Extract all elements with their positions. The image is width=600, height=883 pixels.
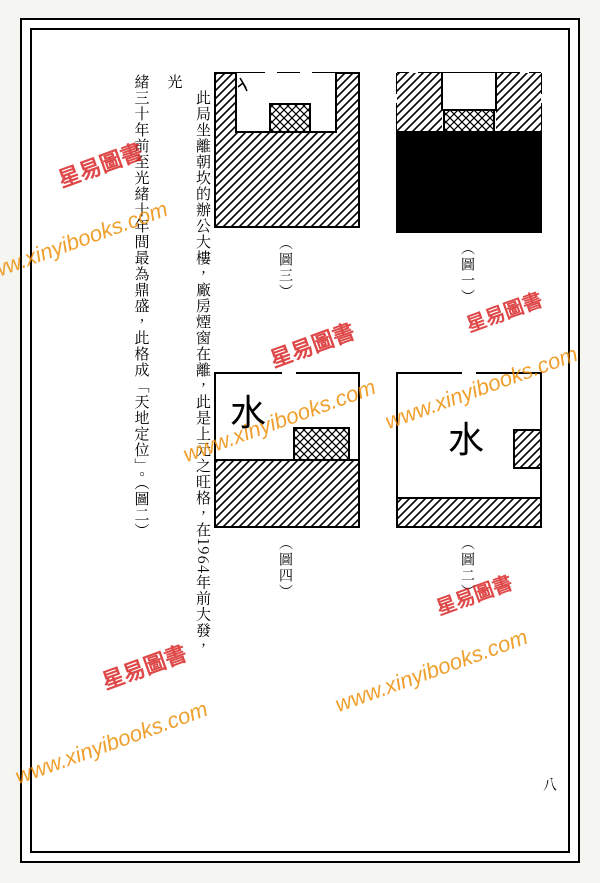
figure-2-svg: 水 <box>394 370 544 530</box>
figure-grid: （圖一） 水 （圖二） <box>212 70 550 630</box>
scan-page: 此局坐離朝坎的辦公大樓，廠房煙窗在離，此是上元之旺格，在1964年前大發，光 緒… <box>20 18 580 863</box>
page-number: 八 <box>540 777 560 791</box>
figure-4: 水 （圖四） <box>212 370 362 600</box>
figure-4-svg: 水 <box>212 370 362 530</box>
figure-4-caption: （圖四） <box>276 536 296 600</box>
figure-3: （圖三） <box>212 70 362 300</box>
figure-2-caption: （圖二） <box>458 536 478 600</box>
body-text-col-2: 緒三十年前至光緒十年間最為鼎盛，此格成「天地定位」。（圖二） <box>127 74 156 664</box>
figure-1-svg <box>394 70 544 235</box>
figure-3-caption: （圖三） <box>276 236 296 300</box>
figure-1: （圖一） <box>394 70 544 305</box>
figure-2: 水 （圖二） <box>394 370 544 600</box>
svg-text:水: 水 <box>448 420 484 460</box>
figure-3-svg <box>212 70 362 230</box>
body-text-col-1: 此局坐離朝坎的辦公大樓，廠房煙窗在離，此是上元之旺格，在1964年前大發，光 <box>160 74 217 664</box>
svg-text:水: 水 <box>230 393 266 433</box>
figure-1-caption: （圖一） <box>458 241 478 305</box>
inner-frame: 此局坐離朝坎的辦公大樓，廠房煙窗在離，此是上元之旺格，在1964年前大發，光 緒… <box>30 28 570 853</box>
